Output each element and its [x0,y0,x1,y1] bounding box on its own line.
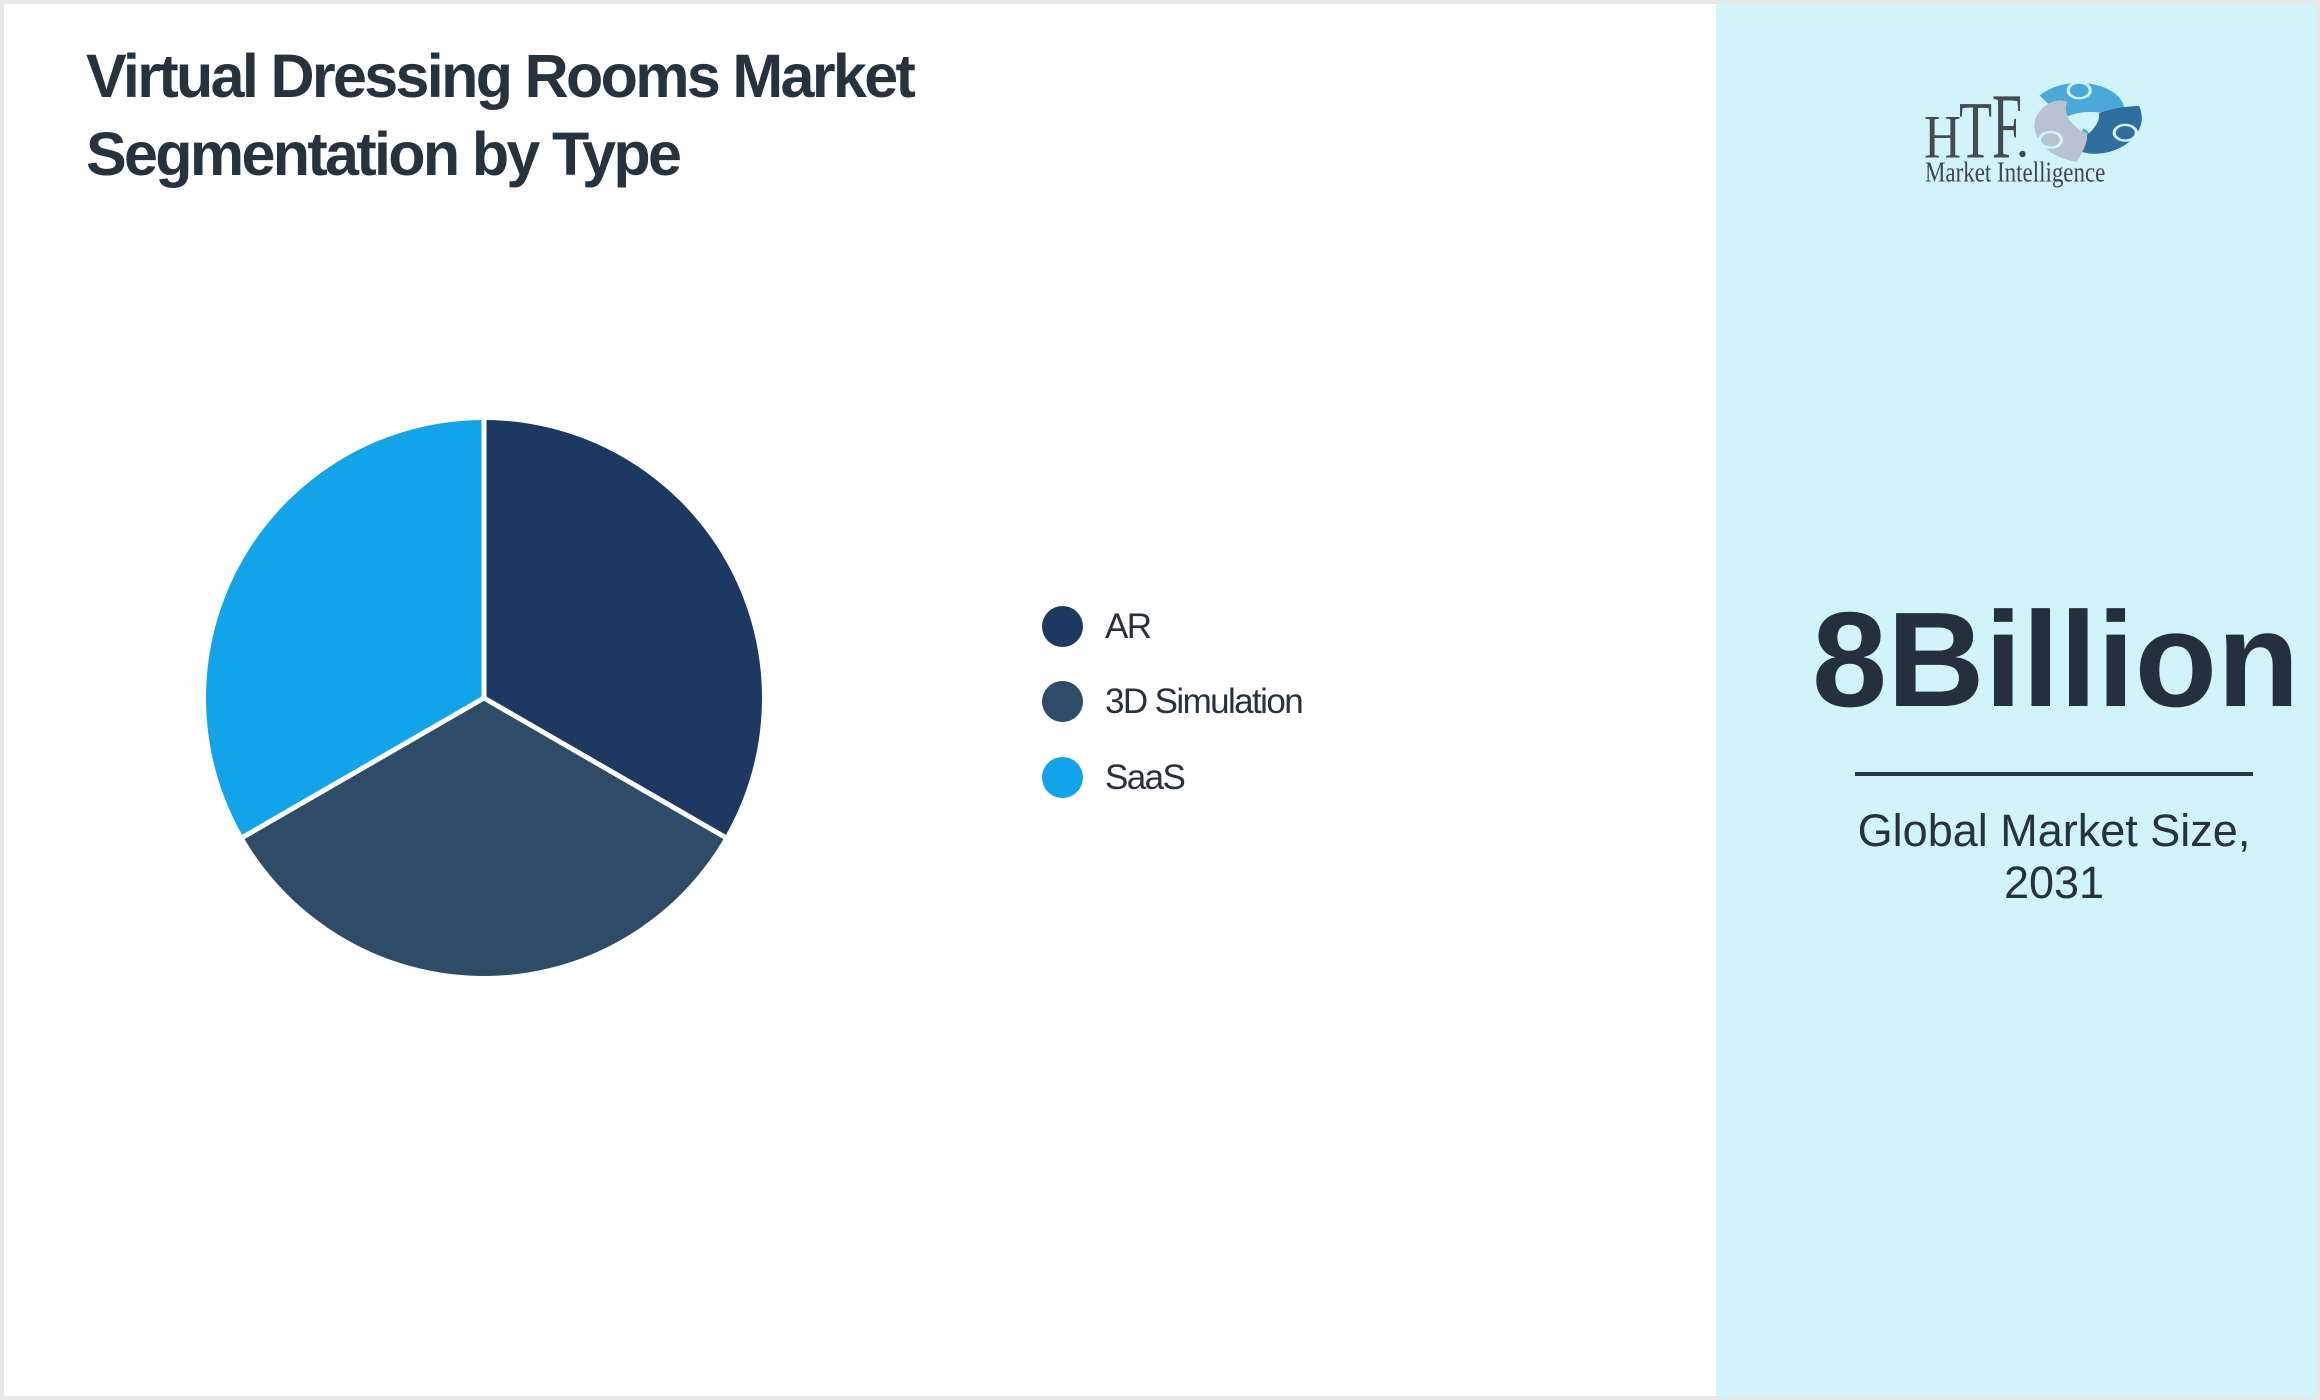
svg-text:Market Intelligence: Market Intelligence [1925,157,2105,189]
svg-text:H: H [1924,104,1961,171]
svg-text:F: F [1992,75,2022,178]
svg-text:T: T [1959,85,1992,176]
